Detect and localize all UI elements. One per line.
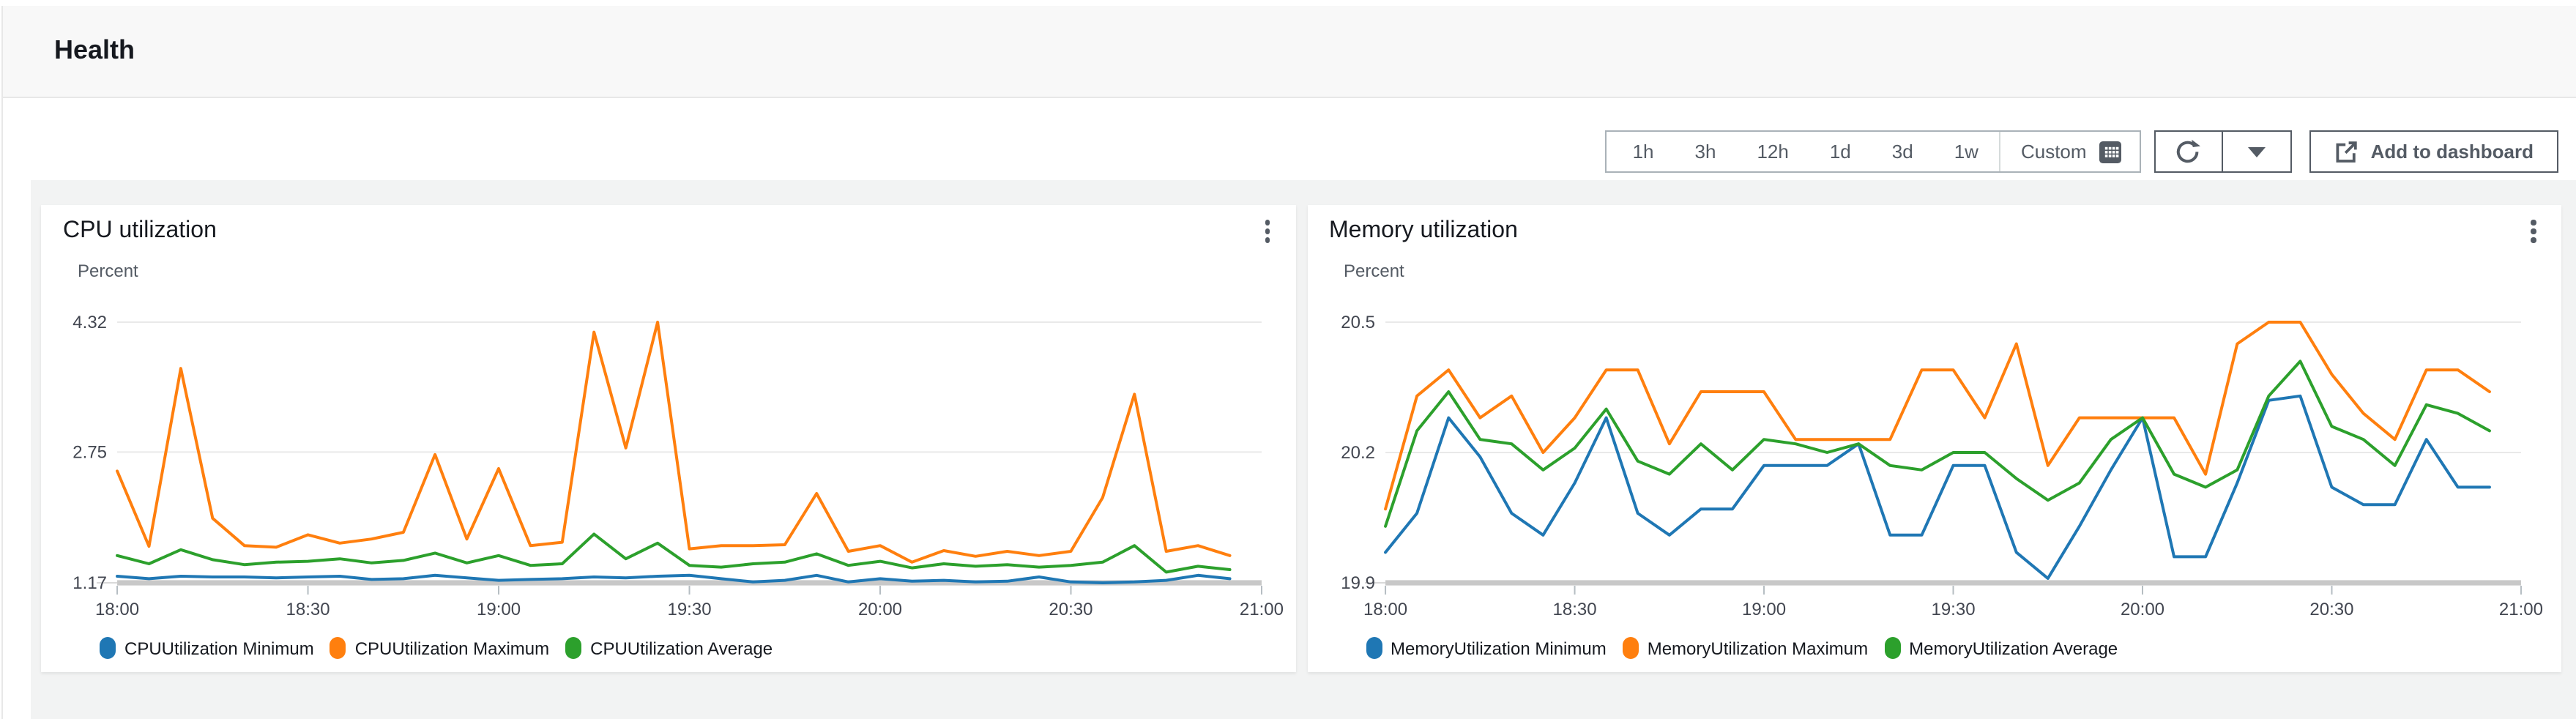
legend-swatch-icon (1884, 637, 1901, 659)
svg-text:19:00: 19:00 (477, 600, 521, 619)
legend-item[interactable]: MemoryUtilization Average (1884, 637, 2118, 659)
legend-label: MemoryUtilization Average (1909, 638, 2118, 658)
svg-text:20:00: 20:00 (2120, 600, 2164, 619)
chart-cards-row: CPU utilization Percent 4.32 2.75 1.17 18:0… (31, 180, 2576, 672)
time-range-1d[interactable]: 1d (1829, 141, 1851, 163)
memory-utilization-card: Memory utilization Percent 20.5 20.2 19.9 1… (1307, 205, 2561, 672)
legend-item[interactable]: MemoryUtilization Maximum (1622, 637, 1869, 659)
chart-title: CPU utilization (63, 218, 217, 243)
svg-text:19.9: 19.9 (1340, 573, 1374, 593)
svg-text:1.17: 1.17 (72, 573, 107, 593)
page-title: Health (54, 35, 135, 64)
memory-chart-legend: MemoryUtilization Minimum MemoryUtilizati… (1366, 637, 2118, 659)
panel-left-border (1, 6, 3, 719)
svg-text:20:30: 20:30 (2309, 600, 2353, 619)
legend-item[interactable]: MemoryUtilization Minimum (1366, 637, 1607, 659)
svg-text:18:30: 18:30 (1552, 600, 1596, 619)
time-range-1w[interactable]: 1w (1954, 141, 1978, 163)
kebab-menu-icon[interactable] (1254, 217, 1281, 246)
legend-label: CPUUtilization Average (590, 638, 773, 658)
cpu-utilization-card: CPU utilization Percent 4.32 2.75 1.17 18:0… (41, 205, 1295, 672)
svg-text:19:30: 19:30 (1930, 600, 1974, 619)
legend-swatch-icon (1622, 637, 1639, 659)
add-to-dashboard-label: Add to dashboard (2370, 141, 2534, 163)
legend-swatch-icon (330, 637, 346, 659)
refresh-options-button[interactable] (2222, 130, 2292, 173)
page-header: Health (3, 6, 2576, 98)
chart-title: Memory utilization (1329, 218, 1518, 243)
time-range-group: 1h 3h 12h 1d 3d 1w Custom (1604, 130, 2141, 173)
memory-chart-plot[interactable]: 20.5 20.2 19.9 18:00 18:30 19:00 19:30 20:00 20:… (1307, 290, 2561, 636)
legend-label: MemoryUtilization Minimum (1391, 638, 1607, 658)
legend-item[interactable]: CPUUtilization Maximum (330, 637, 549, 659)
svg-text:21:00: 21:00 (2498, 600, 2542, 619)
svg-text:21:00: 21:00 (1240, 600, 1284, 619)
svg-text:18:30: 18:30 (286, 600, 330, 619)
legend-item[interactable]: CPUUtilization Average (565, 637, 773, 659)
legend-label: MemoryUtilization Maximum (1647, 638, 1869, 658)
caret-down-icon (2247, 146, 2266, 157)
toolbar-controls: 1h 3h 12h 1d 3d 1w Custom (1604, 130, 2558, 173)
svg-text:4.32: 4.32 (72, 313, 107, 332)
refresh-button[interactable] (2154, 130, 2223, 173)
legend-item[interactable]: CPUUtilization Minimum (100, 637, 314, 659)
range-group-divider (1998, 132, 2000, 171)
time-range-3h[interactable]: 3h (1694, 141, 1716, 163)
legend-label: CPUUtilization Minimum (124, 638, 314, 658)
cpu-chart-plot[interactable]: 4.32 2.75 1.17 18:00 18:30 19:00 19:30 20:00 20:… (41, 290, 1295, 636)
y-axis-unit-label: Percent (78, 261, 138, 281)
refresh-icon (2177, 139, 2201, 163)
time-range-custom[interactable]: Custom (2000, 140, 2140, 163)
svg-text:20.5: 20.5 (1340, 313, 1374, 332)
content-area: CPU utilization Percent 4.32 2.75 1.17 18:0… (31, 180, 2576, 719)
custom-label: Custom (2020, 141, 2087, 163)
chart-toolbar: 1h 3h 12h 1d 3d 1w Custom (3, 100, 2576, 180)
legend-swatch-icon (565, 637, 582, 659)
svg-text:18:00: 18:00 (95, 600, 139, 619)
calendar-grid-icon (2099, 141, 2121, 163)
svg-text:18:00: 18:00 (1363, 600, 1407, 619)
svg-text:20.2: 20.2 (1340, 443, 1374, 463)
svg-text:20:30: 20:30 (1049, 600, 1092, 619)
svg-text:19:00: 19:00 (1741, 600, 1785, 619)
legend-label: CPUUtilization Maximum (354, 638, 550, 658)
svg-text:20:00: 20:00 (858, 600, 902, 619)
svg-text:19:30: 19:30 (667, 600, 711, 619)
cpu-chart-legend: CPUUtilization Minimum CPUUtilization Max… (100, 637, 773, 659)
add-to-dashboard-button[interactable]: Add to dashboard (2309, 130, 2558, 173)
time-range-1h[interactable]: 1h (1632, 141, 1654, 163)
legend-swatch-icon (100, 637, 116, 659)
y-axis-unit-label: Percent (1344, 261, 1404, 281)
time-range-3d[interactable]: 3d (1891, 141, 1913, 163)
kebab-menu-icon[interactable] (2520, 217, 2547, 246)
svg-text:2.75: 2.75 (72, 442, 107, 462)
time-range-12h[interactable]: 12h (1757, 141, 1789, 163)
refresh-button-group (2154, 130, 2292, 173)
external-link-icon (2336, 141, 2357, 162)
legend-swatch-icon (1366, 637, 1382, 659)
